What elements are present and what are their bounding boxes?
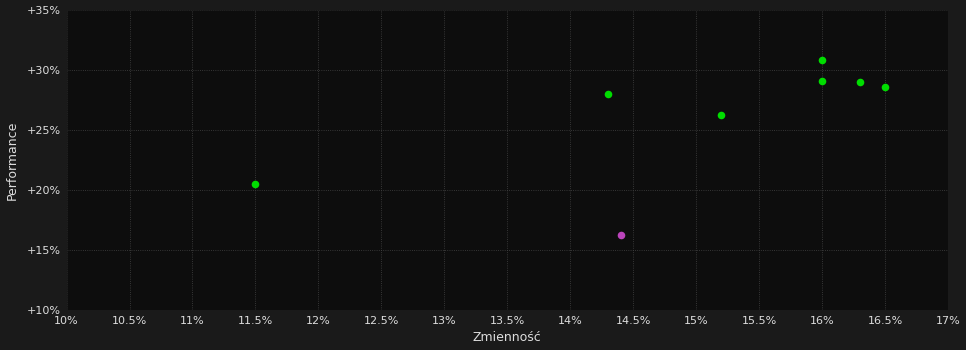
Point <box>714 113 729 118</box>
Point <box>814 78 830 83</box>
Point <box>877 84 893 89</box>
X-axis label: Zmienność: Zmienność <box>473 331 542 344</box>
Point <box>814 57 830 63</box>
Point <box>247 181 263 187</box>
Point <box>852 79 867 85</box>
Point <box>613 232 629 237</box>
Point <box>600 91 615 97</box>
Y-axis label: Performance: Performance <box>6 120 18 200</box>
